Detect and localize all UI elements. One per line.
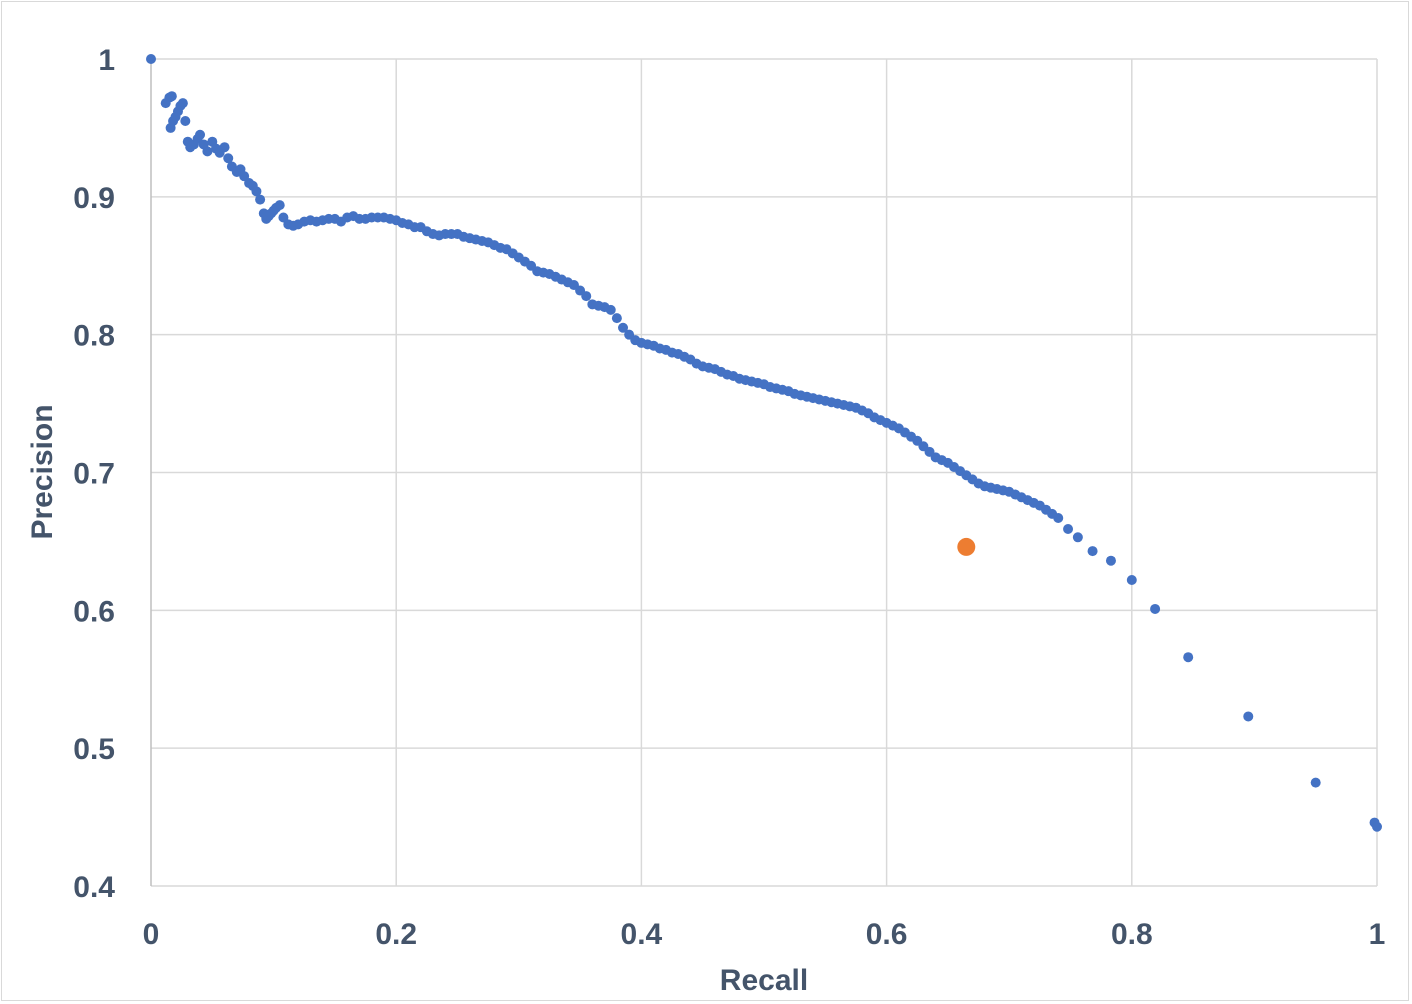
data-point (180, 116, 191, 127)
data-point (1105, 555, 1116, 566)
data-point (1053, 512, 1064, 523)
x-tick-label: 0.6 (866, 918, 908, 951)
tick-labels: 0.4 0.5 0.6 0.7 0.8 0.9 1 0 0.2 0.4 0.6 0.8 1 (73, 44, 1385, 951)
data-point (274, 200, 285, 211)
data-point (255, 194, 266, 205)
highlight-point (957, 537, 976, 556)
x-tick-label: 0.8 (1111, 918, 1153, 951)
data-point (1310, 777, 1321, 788)
data-point (251, 186, 262, 197)
x-tick-label: 0.2 (375, 918, 417, 951)
y-axis-title: Precision (26, 404, 59, 539)
x-tick-label: 1 (1369, 918, 1386, 951)
data-point (1072, 532, 1083, 543)
data-point (605, 304, 616, 315)
data-points (146, 54, 1382, 832)
data-point (219, 142, 230, 153)
data-point (581, 291, 592, 302)
data-point (223, 153, 234, 164)
data-point (202, 146, 213, 157)
data-point (1150, 603, 1161, 614)
data-point (1372, 821, 1382, 832)
x-tick-label: 0.4 (621, 918, 663, 951)
y-tick-label: 0.5 (73, 733, 115, 766)
data-point (611, 313, 622, 324)
data-point (177, 98, 188, 109)
y-tick-label: 0.7 (73, 458, 115, 491)
y-tick-label: 0.6 (73, 595, 115, 628)
data-point (1087, 546, 1098, 557)
x-axis-title: Recall (720, 964, 808, 997)
data-point (146, 54, 156, 64)
data-point (166, 91, 177, 102)
grid-layer (150, 58, 1378, 887)
data-point (1063, 524, 1074, 535)
data-point (278, 212, 289, 223)
x-tick-label: 0 (143, 918, 160, 951)
data-point (239, 171, 250, 182)
y-tick-label: 1 (98, 44, 115, 77)
data-point (1243, 711, 1254, 722)
data-point (195, 129, 206, 140)
data-point (1183, 652, 1194, 663)
data-point (618, 322, 629, 333)
y-tick-label: 0.4 (73, 871, 115, 904)
y-tick-label: 0.9 (73, 182, 115, 215)
y-tick-label: 0.8 (73, 320, 115, 353)
data-point (1126, 575, 1137, 586)
